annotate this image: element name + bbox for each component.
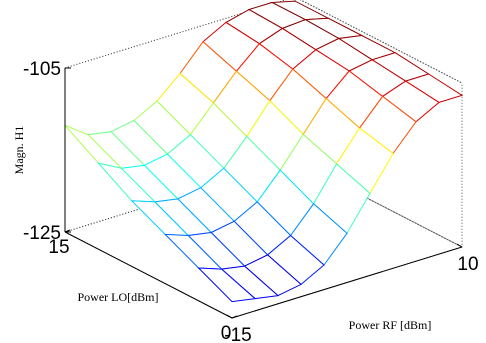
y-tick-label: 0 (221, 323, 232, 343)
y-axis (64, 231, 233, 319)
y-tick (64, 229, 71, 233)
x-axis-label: Power RF [dBm] (349, 318, 432, 332)
z-axis-label: Magn. H1 (12, 126, 26, 175)
box-edge (299, 0, 463, 84)
y-axis-label: Power LO[dBm] (78, 290, 159, 304)
x-tick-label: -15 (224, 325, 251, 343)
z-tick-label: -105 (23, 59, 61, 80)
z-tick-label: -125 (23, 223, 61, 244)
x-tick-label: 10 (457, 254, 478, 275)
x-tick (456, 243, 463, 248)
y-tick (231, 315, 238, 319)
x-tick (226, 314, 233, 319)
x-axis (231, 246, 463, 319)
y-tick-label: 15 (48, 237, 69, 258)
mesh-cell (197, 267, 257, 303)
